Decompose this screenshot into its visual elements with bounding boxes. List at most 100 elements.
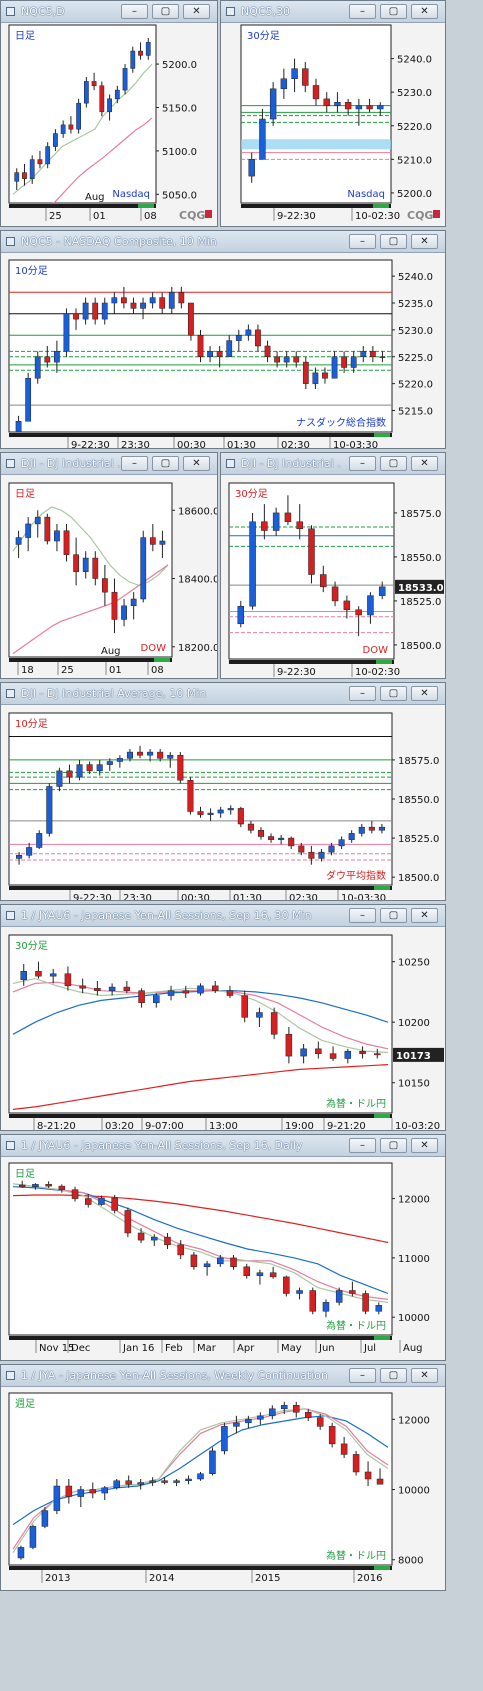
maximize-button[interactable]: ▢: [380, 1138, 407, 1153]
candle-body-7: [82, 557, 89, 572]
candle-body-23: [247, 823, 254, 831]
x-tick-label-0: 9-22:30: [73, 893, 112, 900]
candle-body-8: [92, 302, 99, 320]
candle-body-6: [76, 764, 83, 778]
close-button[interactable]: ✕: [411, 234, 438, 249]
candle-body-34: [358, 826, 365, 834]
close-button[interactable]: ✕: [183, 456, 210, 471]
title-bar[interactable]: DJI - DJ Industrial ... – ▢ ✕: [221, 453, 445, 475]
close-button[interactable]: ✕: [411, 686, 438, 701]
dji-daily-chart: 18600.0 18400.0 18200.0 日足 DOW 18 25 01 08 Aug: [1, 475, 217, 678]
minimize-button[interactable]: –: [121, 4, 148, 19]
chart-area[interactable]: 12000 11000 10000 日足 為替・ドル円 Nov 15 Dec Jan 16 Fe…: [1, 1157, 445, 1360]
y-tick-label-0: 18600.0: [178, 506, 217, 517]
close-button[interactable]: ✕: [411, 4, 438, 19]
minimize-button[interactable]: –: [349, 234, 376, 249]
chart-area[interactable]: 5200.0 5150.0 5100.0 5050.0 日足 Nasdaq 25 01 08 Au…: [1, 23, 217, 226]
title-bar[interactable]: NQC5,D – ▢ ✕: [1, 1, 217, 23]
candle-body-4: [54, 530, 60, 542]
candle-body-11: [366, 105, 373, 110]
chart-area[interactable]: 5240.0 5235.0 5230.0 5225.0 5220.0 5215.0 10分足…: [1, 253, 445, 448]
candle-body-22: [237, 808, 244, 825]
source-label: DOW: [141, 643, 167, 654]
chart-area[interactable]: 10250 10200 10150 10173 30分足 為替・ドル円 8-21:20 03:…: [1, 927, 445, 1130]
close-button[interactable]: ✕: [411, 1138, 438, 1153]
candle-body-0: [16, 855, 23, 859]
maximize-button[interactable]: ▢: [380, 1368, 407, 1383]
maximize-button[interactable]: ▢: [380, 908, 407, 923]
candle-body-15: [159, 540, 166, 545]
y-tick-label-3: 5050.0: [162, 190, 197, 201]
maximize-button[interactable]: ▢: [152, 456, 179, 471]
title-bar[interactable]: 1 / JYA - Japanese Yen-All Sessions, Wee…: [1, 1365, 445, 1387]
candle-body-22: [309, 1290, 317, 1312]
minimize-button[interactable]: –: [349, 456, 376, 471]
x-axis-marker: [374, 886, 390, 890]
window-title: DJI - DJ Industrial Average, 10 Min: [21, 687, 207, 700]
close-button[interactable]: ✕: [411, 1368, 438, 1383]
candle-body-4: [45, 146, 51, 165]
x-tick-label-2: 00:30: [177, 440, 206, 448]
candle-body-12: [197, 985, 204, 994]
candle-body-11: [121, 605, 127, 620]
candle-body-18: [233, 1422, 240, 1427]
candle-body-10: [355, 105, 363, 110]
chart-area[interactable]: 18575.0 18550.0 18525.0 18500.0 10分足 ダウ平均指数 9-…: [1, 705, 445, 900]
x-axis-bar: [9, 433, 392, 437]
plot-content: [12, 1401, 389, 1560]
y-tick-label-2: 8000: [398, 1556, 423, 1567]
close-button[interactable]: ✕: [411, 908, 438, 923]
title-bar[interactable]: NQC5 - NASDAQ Composite, 10 Min – ▢ ✕: [1, 231, 445, 253]
title-bar[interactable]: NQC5,30 – ▢ ✕: [221, 1, 445, 23]
candle-body-21: [227, 808, 234, 811]
x-axis-month-label: Aug: [85, 192, 105, 203]
source-label: ダウ平均指数: [326, 869, 386, 882]
candle-body-6: [308, 528, 315, 575]
candle-body-10: [111, 297, 118, 304]
minimize-button[interactable]: –: [121, 456, 148, 471]
candle-body-9: [101, 302, 108, 320]
candle-body-25: [268, 836, 275, 840]
title-bar[interactable]: DJI - DJ Industrial ... – ▢ ✕: [1, 453, 217, 475]
maximize-button[interactable]: ▢: [152, 4, 179, 19]
maximize-button[interactable]: ▢: [380, 456, 407, 471]
title-bar[interactable]: DJI - DJ Industrial Average, 10 Min – ▢ …: [1, 683, 445, 705]
candle-body-14: [122, 68, 128, 91]
x-tick-label-0: 2013: [45, 1573, 70, 1584]
y-tick-label-1: 5235.0: [398, 299, 433, 310]
chart-area[interactable]: 18600.0 18400.0 18200.0 日足 DOW 18 25 01 08 Aug: [1, 475, 217, 678]
title-bar[interactable]: 1 / JYAU6 - Japanese Yen-All Sessions, S…: [1, 905, 445, 927]
minimize-button[interactable]: –: [349, 4, 376, 19]
source-label: 為替・ドル円: [326, 1319, 386, 1332]
candle-body-25: [316, 1417, 324, 1427]
candle-body-1: [29, 1526, 37, 1548]
close-button[interactable]: ✕: [411, 456, 438, 471]
candle-body-24: [374, 1053, 381, 1056]
plot-frame: [8, 934, 393, 1114]
x-axis-bar: [9, 1114, 392, 1118]
window-title: NQC5,D: [21, 5, 65, 18]
maximize-button[interactable]: ▢: [380, 686, 407, 701]
close-button[interactable]: ✕: [183, 4, 210, 19]
window-title: 1 / JYAU6 - Japanese Yen-All Sessions, S…: [21, 909, 312, 922]
window-icon: [6, 689, 15, 698]
chart-area[interactable]: 5240.0 5230.0 5220.0 5210.0 5200.0 30分足 Nasdaq…: [221, 23, 445, 226]
candle-body-14: [149, 297, 156, 304]
maximize-button[interactable]: ▢: [380, 4, 407, 19]
minimize-button[interactable]: –: [349, 1368, 376, 1383]
candle-body-19: [300, 1048, 307, 1057]
minimize-button[interactable]: –: [349, 686, 376, 701]
minimize-button[interactable]: –: [349, 1138, 376, 1153]
candle-body-5: [84, 1198, 92, 1205]
candle-body-13: [190, 1254, 198, 1268]
title-bar[interactable]: 1 / JYAU6 - Japanese Yen-All Sessions, S…: [1, 1135, 445, 1157]
candle-body-8: [124, 1210, 132, 1234]
minimize-button[interactable]: –: [349, 908, 376, 923]
maximize-button[interactable]: ▢: [380, 234, 407, 249]
x-tick-label-3: Feb: [165, 1343, 183, 1354]
chart-area[interactable]: 18575.0 18550.0 18525.0 18500.0 18533.0 30分足 D…: [221, 475, 445, 678]
x-tick-label-1: 2014: [149, 1573, 174, 1584]
chart-area[interactable]: 12000 10000 8000 週足 為替・ドル円 2013 2014 2015 2016: [1, 1387, 445, 1590]
candle-body-6: [108, 986, 116, 991]
candle-body-15: [241, 995, 248, 1018]
